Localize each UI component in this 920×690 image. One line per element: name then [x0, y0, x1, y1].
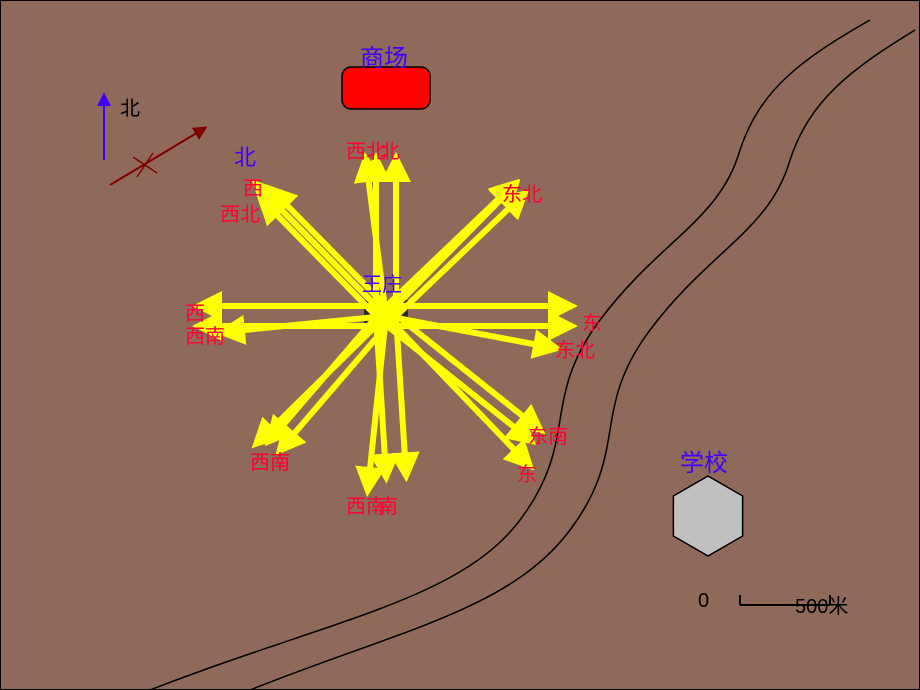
rose-extra-label-3: 西南: [185, 320, 225, 349]
compass-north-label: 北: [120, 92, 140, 121]
rose-extra-label-1: 东: [517, 458, 537, 487]
village-label: 王庄: [362, 268, 402, 297]
rose-label-2: 东: [582, 307, 602, 336]
rose-extra-label-7: 西南: [250, 446, 290, 475]
compass-alt-label: 北: [234, 140, 256, 172]
mall-label: 商场: [360, 38, 408, 73]
rose-extra-label-5: 西北: [346, 135, 386, 164]
rose-label-7: 西北: [220, 198, 260, 227]
rose-extra-label-6: 东: [502, 178, 522, 207]
rose-extra-label-4: 西: [243, 172, 263, 201]
scale-label-500: 500米: [795, 590, 848, 619]
rose-extra-label-0: 东北: [555, 334, 595, 363]
rose-extra-label-2: 西南: [346, 490, 386, 519]
rose-label-3: 东南: [528, 420, 568, 449]
scale-label-0: 0: [698, 590, 709, 613]
school-label: 学校: [680, 443, 728, 478]
map-canvas: 北北商场王庄学校北东北东东南南西南西西北东北东西南西南西西北东西南0500米: [0, 0, 920, 690]
